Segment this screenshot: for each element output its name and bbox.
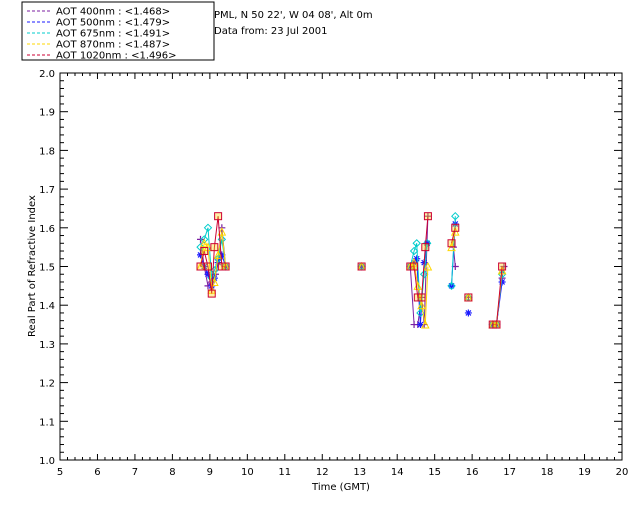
square-marker — [221, 262, 230, 271]
series-1 — [197, 212, 508, 329]
y-tick-label: 1.3 — [39, 340, 55, 351]
square-marker — [447, 239, 456, 248]
x-tick-label: 8 — [169, 467, 175, 478]
x-tick-label: 7 — [132, 467, 138, 478]
diamond-marker — [213, 254, 223, 263]
triangle-marker — [217, 227, 227, 236]
x-tick-label: 12 — [316, 467, 329, 478]
y-tick-label: 1.4 — [39, 301, 55, 312]
square-marker — [207, 289, 216, 298]
triangle-marker — [420, 319, 430, 329]
chart-legend: AOT 400nm : <1.468>AOT 500nm : <1.479>AO… — [21, 1, 215, 62]
diamond-marker — [210, 266, 219, 275]
diamond-marker — [497, 270, 507, 279]
series-2 — [197, 220, 506, 329]
square-marker — [410, 262, 419, 271]
x-tick-label: 11 — [278, 467, 291, 478]
y-tick-label: 1.2 — [39, 379, 55, 390]
star-marker — [498, 278, 506, 286]
plus-marker — [464, 293, 472, 301]
square-marker — [423, 212, 432, 221]
x-tick-label: 13 — [353, 467, 366, 478]
x-tick-label: 18 — [541, 467, 554, 478]
x-tick-label: 16 — [466, 467, 479, 478]
series-5 — [196, 212, 507, 329]
series-line — [451, 227, 456, 244]
star-marker — [204, 270, 212, 278]
series-line — [200, 216, 226, 294]
site-location-text: PML, N 50 22', W 04 08', Alt 0m — [214, 10, 373, 21]
x-tick-label: 6 — [94, 467, 100, 478]
star-marker — [416, 321, 424, 329]
diamond-marker — [447, 281, 456, 291]
diamond-marker — [409, 246, 419, 256]
diamond-marker — [451, 211, 460, 221]
square-marker — [464, 293, 473, 302]
square-marker — [196, 262, 205, 271]
y-tick-label: 1.0 — [39, 456, 55, 467]
y-tick-label: 1.9 — [39, 108, 55, 119]
axis-ticks: 5 6 7 8 9 10 11 12 13 14 15 16 17 18 19 20 1.0 1.1 1.2 1.3 1… — [39, 69, 628, 478]
x-tick-label: 14 — [391, 467, 404, 478]
series-4 — [196, 227, 507, 329]
square-marker — [200, 247, 209, 256]
x-tick-label: 20 — [616, 467, 629, 478]
y-tick-label: 1.6 — [39, 224, 55, 235]
square-marker — [421, 243, 430, 252]
y-tick-label: 1.5 — [39, 263, 55, 274]
square-marker — [210, 243, 219, 252]
plot-frame — [59, 72, 623, 461]
legend-entry: AOT 675nm : <1.491> — [56, 29, 170, 40]
data-date-text: Data from: 23 Jul 2001 — [214, 26, 327, 37]
x-tick-label: 15 — [428, 467, 441, 478]
square-marker — [498, 262, 507, 271]
series-3 — [196, 211, 507, 329]
x-tick-label: 17 — [503, 467, 516, 478]
y-tick-label: 1.7 — [39, 185, 55, 196]
legend-box — [21, 1, 215, 61]
legend-entry: AOT 1020nm : <1.496> — [56, 51, 176, 62]
y-tick-label: 2.0 — [39, 69, 55, 80]
y-axis-title: Real Part of Refractive Index — [27, 195, 38, 337]
square-marker — [357, 262, 366, 271]
triangle-marker — [417, 300, 426, 310]
star-marker — [218, 251, 226, 259]
diamond-marker — [422, 239, 432, 248]
diamond-marker — [203, 223, 213, 233]
square-marker — [451, 223, 460, 232]
star-marker — [464, 309, 472, 317]
x-axis-title: Time (GMT) — [311, 482, 370, 493]
legend-entry: AOT 870nm : <1.487> — [56, 40, 170, 51]
triangle-marker — [213, 250, 223, 259]
square-marker — [492, 320, 501, 329]
square-marker — [203, 262, 212, 271]
x-tick-label: 9 — [207, 467, 213, 478]
legend-entry: AOT 500nm : <1.479> — [56, 18, 170, 29]
x-tick-label: 5 — [57, 467, 63, 478]
triangle-marker — [423, 261, 433, 271]
square-marker — [417, 293, 426, 302]
legend-entry: AOT 400nm : <1.468> — [56, 7, 170, 18]
x-tick-label: 19 — [578, 467, 591, 478]
diamond-marker — [412, 239, 421, 248]
square-marker — [214, 212, 223, 221]
y-tick-label: 1.1 — [39, 417, 55, 428]
triangle-marker — [199, 238, 209, 248]
x-tick-label: 10 — [241, 467, 254, 478]
star-marker — [413, 255, 421, 263]
diamond-marker — [419, 270, 429, 279]
star-marker — [358, 263, 366, 270]
chart-series — [196, 211, 508, 329]
y-tick-label: 1.8 — [39, 146, 55, 157]
